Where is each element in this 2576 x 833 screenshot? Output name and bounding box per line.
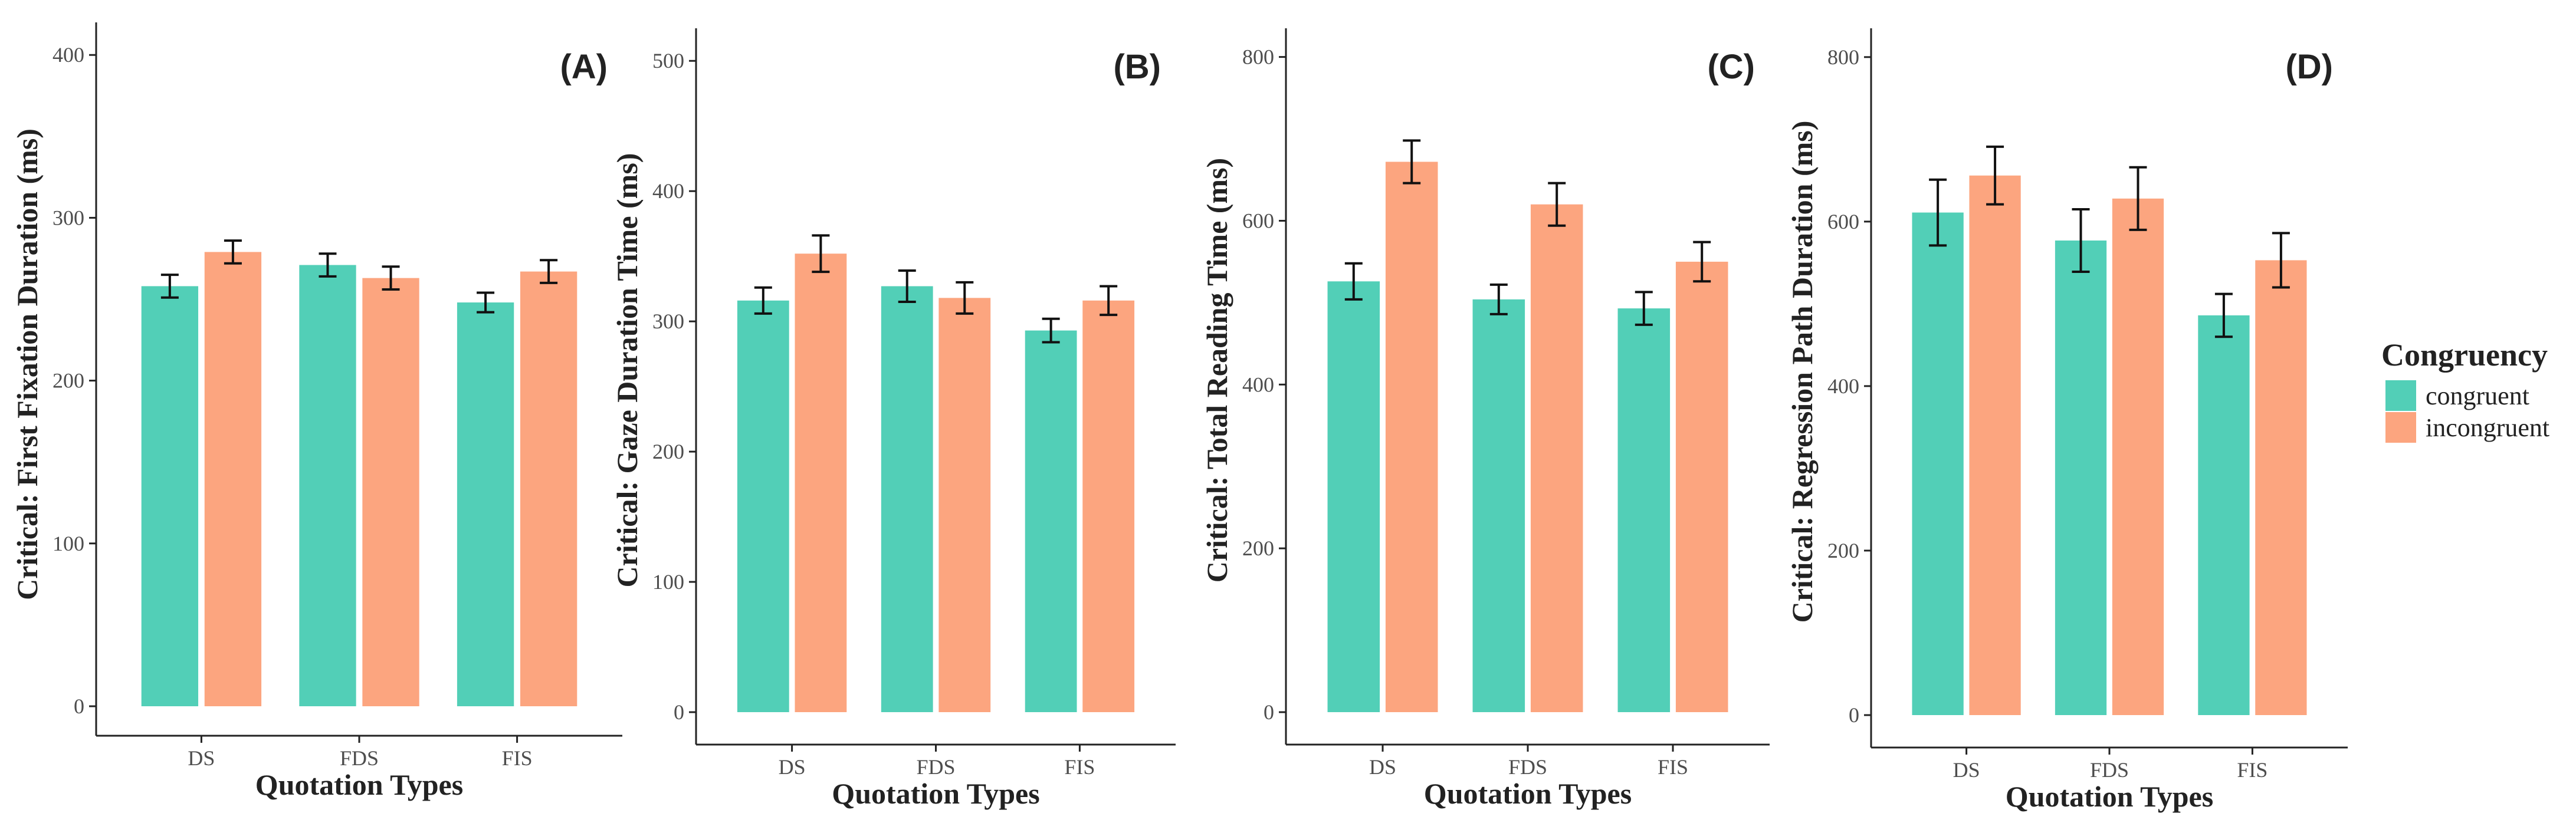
x-tick-label: DS <box>188 746 215 770</box>
y-tick-label: 500 <box>652 49 684 73</box>
bar-incongruent-fis <box>2255 260 2307 715</box>
y-tick-label: 200 <box>1827 539 1859 562</box>
bar-incongruent-ds <box>1969 175 2021 715</box>
x-tick-label: FDS <box>340 746 379 770</box>
y-tick-label: 300 <box>52 206 84 229</box>
x-tick-label: DS <box>1369 755 1396 779</box>
x-tick-label: DS <box>779 755 806 779</box>
bar-incongruent-fds <box>362 278 419 707</box>
x-tick-label: FIS <box>1658 755 1688 779</box>
bar-congruent-ds <box>1327 281 1380 712</box>
bar-incongruent-fis <box>1675 261 1728 713</box>
bar-congruent-fds <box>1472 299 1525 712</box>
x-tick-label: FIS <box>2237 758 2267 782</box>
x-axis-title: Quotation Types <box>2006 780 2213 813</box>
y-tick-label: 400 <box>652 179 684 203</box>
bar-incongruent-fis <box>520 271 577 707</box>
x-tick-label: FIS <box>1064 755 1095 779</box>
y-axis-title: Critical: First Fixation Duration (ms) <box>11 129 44 600</box>
y-tick-label: 800 <box>1827 45 1859 69</box>
bar-incongruent-fds <box>938 298 991 712</box>
bar-congruent-fis <box>2198 315 2250 715</box>
x-tick-label: FDS <box>1508 755 1547 779</box>
x-tick-label: DS <box>1953 758 1980 782</box>
y-tick-label: 300 <box>652 310 684 333</box>
y-tick-label: 0 <box>74 694 84 718</box>
bar-congruent-fds <box>2055 240 2107 715</box>
y-axis-title: Critical: Gaze Duration Time (ms) <box>611 153 644 588</box>
y-tick-label: 200 <box>52 369 84 393</box>
panel-label: (A) <box>560 48 608 86</box>
y-tick-label: 400 <box>1242 373 1274 396</box>
panel-label: (C) <box>1707 48 1755 86</box>
panel-b: 0 100 200 300 400 500 DS FDS FIS Quotation Types C… <box>611 28 1176 810</box>
bar-incongruent-fds <box>1530 204 1583 713</box>
y-tick-label: 400 <box>1827 374 1859 398</box>
bar-congruent-fis <box>1617 308 1671 712</box>
y-tick-label: 400 <box>52 43 84 67</box>
y-axis-title: Critical: Total Reading Time (ms) <box>1200 158 1233 582</box>
bar-congruent-fis <box>1025 330 1077 712</box>
bar-congruent-fis <box>457 302 514 706</box>
y-tick-label: 200 <box>1242 536 1274 560</box>
y-tick-label: 800 <box>1242 45 1274 69</box>
y-tick-label: 200 <box>652 440 684 463</box>
panel-a: 0 100 200 300 400 DS FDS FIS Quotation Types Crit… <box>11 22 622 801</box>
x-axis-title: Quotation Types <box>255 768 463 801</box>
y-tick-label: 100 <box>652 570 684 594</box>
legend: Congruency congruent incongruent <box>2381 337 2549 443</box>
y-tick-label: 0 <box>674 700 684 724</box>
bar-congruent-ds <box>141 286 199 706</box>
panel-c: 0 200 400 600 800 DS FDS FIS Quotation Types Crit… <box>1200 28 1770 810</box>
x-tick-label: FDS <box>2090 758 2129 782</box>
legend-label-congruent: congruent <box>2426 381 2529 410</box>
y-tick-label: 0 <box>1849 703 1859 727</box>
bar-incongruent-ds <box>795 253 847 712</box>
bar-incongruent-ds <box>204 252 262 706</box>
bar-congruent-fds <box>299 265 356 706</box>
x-tick-label: FIS <box>502 746 533 770</box>
x-tick-label: FDS <box>916 755 955 779</box>
bar-congruent-ds <box>1912 212 1964 715</box>
y-tick-label: 600 <box>1827 210 1859 233</box>
legend-title: Congruency <box>2381 337 2548 373</box>
legend-label-incongruent: incongruent <box>2426 413 2549 442</box>
x-axis-title: Quotation Types <box>832 777 1039 810</box>
panel-label: (B) <box>1113 48 1161 86</box>
legend-swatch-congruent <box>2385 380 2416 411</box>
bar-congruent-ds <box>737 300 789 712</box>
panel-d: 0 200 400 600 800 DS FDS FIS Quotation Types Crit… <box>1786 28 2348 813</box>
y-tick-label: 100 <box>52 532 84 555</box>
y-tick-label: 0 <box>1264 700 1274 724</box>
bar-incongruent-fis <box>1082 300 1135 712</box>
y-tick-label: 600 <box>1242 209 1274 232</box>
bar-congruent-fds <box>881 286 933 712</box>
panel-label: (D) <box>2285 48 2333 86</box>
y-axis-title: Critical: Regression Path Duration (ms) <box>1786 121 1819 623</box>
bar-incongruent-ds <box>1385 162 1438 712</box>
legend-swatch-incongruent <box>2385 412 2416 443</box>
bar-incongruent-fds <box>2112 198 2164 716</box>
x-axis-title: Quotation Types <box>1424 777 1632 810</box>
